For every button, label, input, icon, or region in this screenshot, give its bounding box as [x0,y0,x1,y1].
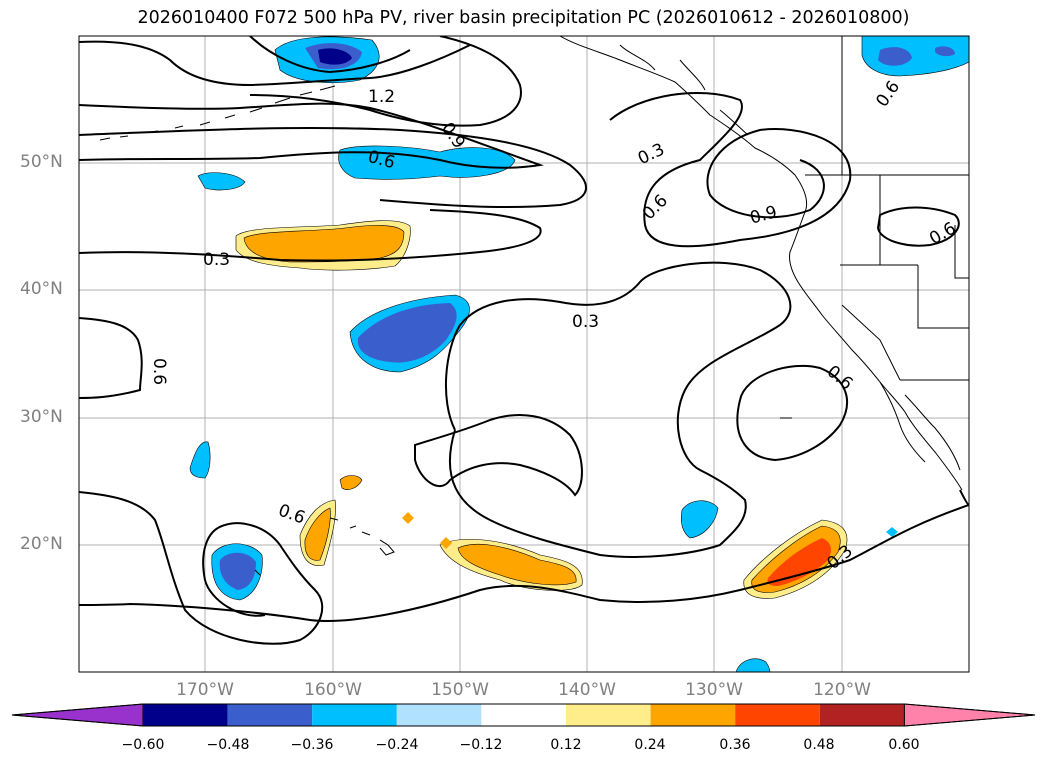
colorbar-tick-label: −0.48 [206,737,250,753]
lon-label-150w: 150°W [431,680,489,700]
colorbar-tick-label: −0.24 [375,737,419,753]
colorbar-tick-label: 0.36 [719,737,751,753]
colorbar-segment [819,704,905,726]
colorbar-segment [396,704,482,726]
colorbar-extend-high [903,703,1036,727]
lon-label-170w: 170°W [176,680,234,700]
colorbar-segment [227,704,313,726]
lon-label-160w: 160°W [304,680,362,700]
colorbar-tick-label: −0.12 [459,737,503,753]
lat-label-20n: 20°N [20,534,63,554]
lon-label-120w: 120°W [813,680,871,700]
contour-label: 0.3 [572,312,599,332]
colorbar-tick-label: 0.60 [888,737,920,753]
pv-contours [79,36,969,645]
blob-48n-168w [197,172,246,191]
lon-label-130w: 130°W [685,680,743,700]
map-frame [78,35,970,673]
colorbar-extend-low [11,703,144,727]
colorbar-outline [11,703,1036,727]
lat-label-50n: 50°N [20,152,63,172]
colorbar-tick-label: 0.24 [634,737,666,753]
colorbar-segment [143,704,228,726]
positive-precip-areas [235,220,848,599]
colorbar-segment [650,704,736,726]
contour-label: 0.6 [149,358,169,385]
contour-label: 1.2 [368,87,395,107]
blob-ne-corner [861,36,969,77]
coastlines [99,36,969,576]
colorbar-segment [566,704,651,726]
map-title: 2026010400 F072 500 hPa PV, river basin … [137,8,910,28]
colorbar-segment [735,704,820,726]
blob-26n-170w [189,441,211,479]
colorbar-tick-label: −0.60 [121,737,165,753]
lat-label-40n: 40°N [20,279,63,299]
negative-precip-areas [189,36,969,672]
contour-label: 0.3 [203,250,230,270]
lon-label-140w: 140°W [558,680,616,700]
blob-50n-155w [338,145,516,180]
colorbar-segment [481,704,566,726]
blob-21n-131w [680,500,719,539]
colorbar-tick-label: −0.36 [290,737,334,753]
colorbar-tick-label: 0.48 [803,737,835,753]
colorbar-segment [312,704,397,726]
colorbar-tick-label: 0.12 [550,737,582,753]
colorbar [11,703,1036,727]
lat-label-30n: 30°N [20,407,63,427]
